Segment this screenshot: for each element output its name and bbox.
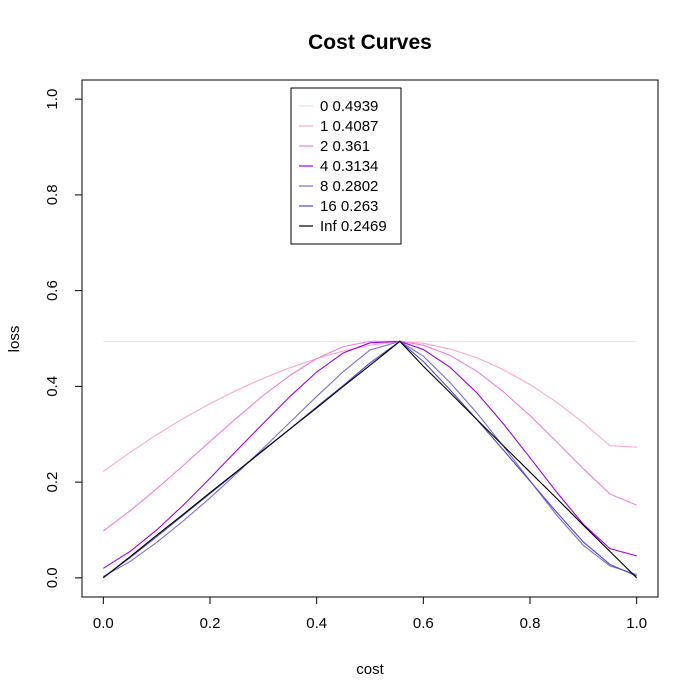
legend-entry-label: 4 0.3134 — [320, 158, 378, 175]
series-line-6 — [102, 340, 638, 579]
legend-entry-label: Inf 0.2469 — [320, 218, 387, 235]
series-layer — [102, 340, 638, 579]
legend-entry-label: 16 0.263 — [320, 198, 378, 215]
legend: 0 0.4939 1 0.4087 2 0.361 4 0.3134 8 0.2802 1… — [290, 87, 402, 245]
x-tick-label: 0.0 — [93, 615, 114, 632]
series-line-1 — [103, 340, 637, 473]
y-tick-label: 0.8 — [44, 184, 61, 205]
y-tick-label: 0.0 — [44, 567, 61, 588]
y-axis-label: loss — [6, 326, 23, 353]
x-tick-label: 0.2 — [200, 615, 221, 632]
series-line-5 — [103, 340, 637, 578]
axes: 0.0 0.2 0.4 0.6 0.8 1.0 0.0 0.2 0.4 0.6 0.8 1.0 — [44, 89, 647, 632]
x-tick-label: 0.6 — [413, 615, 434, 632]
y-tick-label: 0.4 — [44, 376, 61, 397]
y-tick-label: 0.2 — [44, 472, 61, 493]
series-line-4 — [103, 340, 637, 577]
series-line-2 — [102, 340, 637, 532]
x-tick-label: 0.4 — [306, 615, 327, 632]
x-tick-label: 0.8 — [520, 615, 541, 632]
legend-entry-label: 2 0.361 — [320, 138, 370, 155]
legend-entry-label: 1 0.4087 — [320, 118, 378, 135]
y-tick-label: 0.6 — [44, 280, 61, 301]
x-tick-label: 1.0 — [626, 615, 647, 632]
x-axis-label: cost — [356, 661, 384, 678]
legend-entry-label: 8 0.2802 — [320, 178, 378, 195]
y-tick-label: 1.0 — [44, 89, 61, 110]
legend-entry-label: 0 0.4939 — [320, 98, 378, 115]
chart-title: Cost Curves — [308, 31, 432, 54]
series-line-3 — [103, 340, 637, 569]
